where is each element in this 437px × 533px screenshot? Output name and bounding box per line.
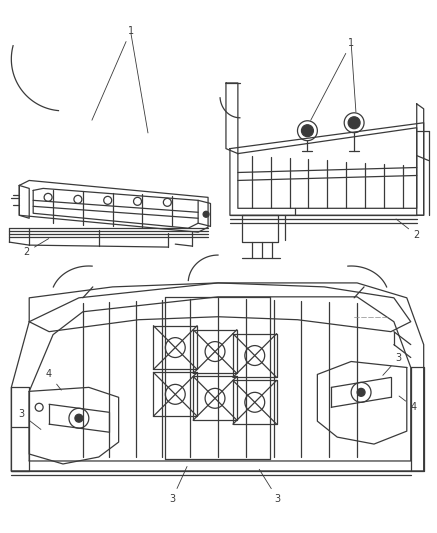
Text: 3: 3 xyxy=(259,469,281,504)
Text: 4: 4 xyxy=(399,396,417,412)
Circle shape xyxy=(302,125,313,136)
Circle shape xyxy=(357,389,365,397)
Text: 1: 1 xyxy=(311,38,354,120)
Text: 3: 3 xyxy=(169,466,187,504)
Text: 1: 1 xyxy=(92,26,134,120)
Text: 4: 4 xyxy=(46,369,61,390)
Text: 3: 3 xyxy=(18,409,41,430)
Circle shape xyxy=(348,117,360,129)
Text: 2: 2 xyxy=(23,239,49,257)
Circle shape xyxy=(75,414,83,422)
Text: 2: 2 xyxy=(396,219,420,240)
Text: 3: 3 xyxy=(383,352,402,375)
Circle shape xyxy=(203,211,209,217)
